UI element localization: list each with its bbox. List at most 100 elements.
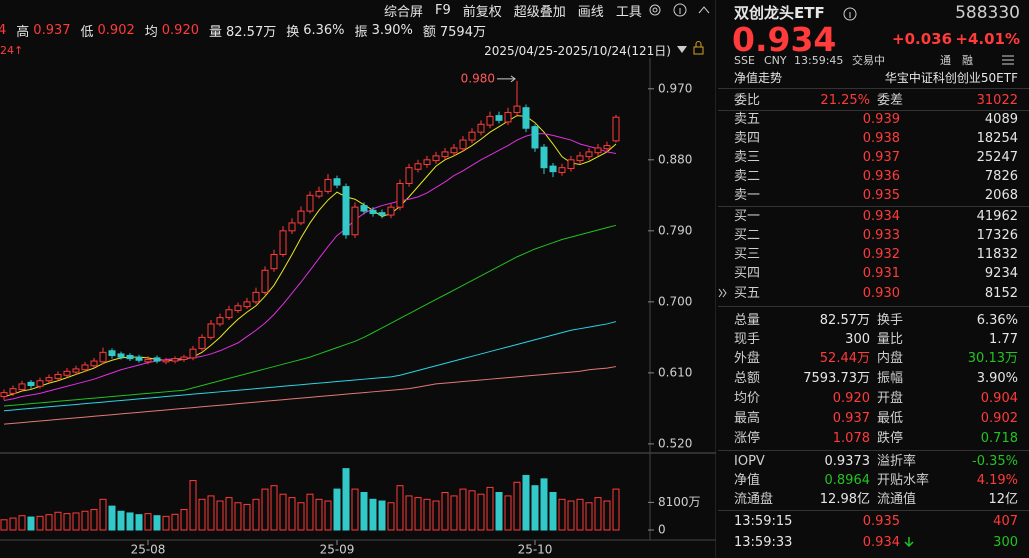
book-price: 0.939	[862, 111, 900, 127]
candle-body	[90, 360, 98, 367]
expand-icon[interactable]	[718, 286, 728, 300]
book-price: 0.933	[862, 227, 900, 243]
y-tick-label: 0.790	[658, 223, 692, 237]
volume-bar	[216, 500, 224, 531]
field-value: 0.718	[980, 430, 1018, 446]
y-tick-label: 0.610	[658, 365, 692, 379]
date-range[interactable]: 2025/04/25-2025/10/24(121日)	[484, 43, 671, 58]
info-value: 0.902	[97, 22, 135, 38]
settings-icon[interactable]	[649, 4, 661, 16]
book-level: 买二	[734, 227, 761, 243]
toolbar-item[interactable]: F9	[435, 2, 451, 18]
candle-body	[270, 254, 278, 270]
info-label: 振	[354, 24, 368, 40]
volume-bar	[306, 493, 314, 531]
candle-body	[387, 206, 395, 216]
volume-bar	[414, 497, 422, 531]
candle-body	[522, 107, 530, 129]
volume-bar	[0, 519, 8, 531]
dropdown-icon[interactable]	[677, 46, 687, 53]
toolbar-item[interactable]: 前复权	[462, 4, 502, 20]
info-value: 0.920	[161, 22, 199, 38]
candle-body	[99, 351, 107, 363]
field-value: 0.9373	[824, 453, 871, 469]
field-label: IOPV	[734, 453, 765, 469]
info-value: 6.36%	[303, 22, 345, 38]
volume-bar	[153, 515, 161, 531]
volume-bar	[234, 502, 242, 531]
candle-body	[72, 368, 80, 373]
nav-trend[interactable]: 净值走势	[734, 71, 783, 85]
volume-bar	[270, 485, 278, 531]
volume-bar	[171, 513, 179, 531]
book-volume: 8152	[984, 285, 1018, 301]
moving-average-line	[3, 224, 617, 407]
security-name: 双创龙头ETF	[734, 4, 825, 22]
field-value: 7593.73万	[803, 370, 870, 386]
candle-body	[423, 159, 431, 166]
candle-body	[207, 323, 215, 338]
field-value: 0.904	[980, 390, 1018, 406]
candle-body	[63, 370, 71, 376]
book-price: 0.936	[862, 168, 900, 184]
candle-body	[306, 194, 314, 212]
book-level: 卖三	[734, 149, 761, 165]
badge[interactable]: 融	[962, 54, 973, 67]
candle-body	[351, 206, 359, 236]
book-level: 买一	[734, 208, 761, 224]
volume-bar	[423, 498, 431, 531]
field-value: 0.937	[832, 410, 870, 426]
field-label: 现手	[734, 331, 761, 347]
info-lead: 4	[0, 22, 7, 38]
candle-body	[432, 155, 440, 162]
y-tick-label: 8100万	[658, 495, 701, 509]
field-value: 1.078	[832, 430, 870, 446]
volume-bar	[558, 498, 566, 531]
candle-body	[531, 126, 539, 149]
book-volume: 2068	[984, 187, 1018, 203]
volume-bar	[504, 495, 512, 531]
field-label: 最高	[734, 410, 761, 426]
volume-bar	[198, 498, 206, 531]
volume-bar	[468, 490, 476, 531]
candle-body	[243, 301, 251, 308]
candle-body	[225, 309, 233, 319]
volume-bar	[225, 497, 233, 531]
info-icon[interactable]	[842, 6, 858, 22]
candle-body	[108, 350, 116, 357]
lock-icon[interactable]	[693, 46, 704, 55]
toolbar-item[interactable]: 画线	[577, 4, 604, 20]
price-change: +0.036	[892, 30, 953, 48]
kline-chart: 0.970 0.880 0.790 0.700 0.610 0.520 0.980 8100万…	[0, 0, 716, 558]
volume-bar	[9, 517, 17, 531]
book-level: 卖五	[734, 111, 761, 127]
volume-bar	[333, 488, 341, 531]
candle-body	[297, 210, 305, 224]
menu-icon[interactable]	[1001, 54, 1015, 66]
field-label: 溢折率	[877, 453, 917, 469]
candle-body	[234, 305, 242, 312]
field-label: 内盘	[877, 350, 904, 366]
info-label: 高	[16, 24, 30, 40]
moving-average-line	[3, 115, 617, 398]
collapse-icon[interactable]	[698, 6, 710, 14]
field-label: 跌停	[877, 430, 904, 446]
candle-body	[144, 358, 152, 363]
toolbar-item[interactable]: 综合屏	[384, 4, 424, 20]
volume-bar	[540, 478, 548, 531]
separator	[718, 450, 1029, 451]
badge[interactable]: 通	[940, 54, 951, 67]
trade-volume: 407	[993, 513, 1018, 529]
toolbar-item[interactable]: 超级叠加	[513, 4, 566, 20]
info-icon[interactable]	[673, 3, 687, 17]
candle-body	[504, 111, 512, 123]
volume-bar	[594, 497, 602, 531]
book-price: 0.935	[862, 187, 900, 203]
info-label: 均	[144, 24, 158, 40]
volume-bar	[612, 488, 620, 531]
candle-body	[459, 139, 467, 150]
volume-bar	[81, 510, 89, 531]
volume-bar	[36, 515, 44, 531]
toolbar-item[interactable]: 工具	[615, 4, 642, 20]
